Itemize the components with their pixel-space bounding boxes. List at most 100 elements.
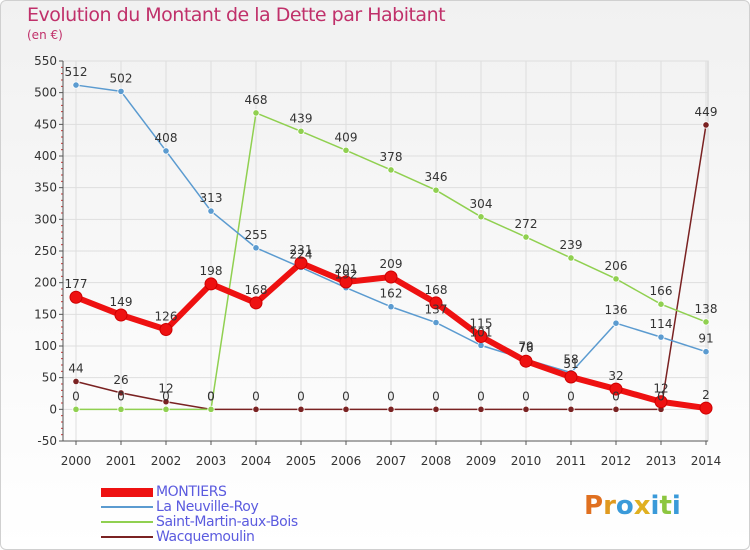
- data-point-saint-martin-aux-bois: [567, 254, 575, 262]
- data-label: 409: [335, 130, 358, 144]
- data-label: 91: [698, 332, 713, 346]
- data-point-saint-martin-aux-bois: [612, 275, 620, 283]
- data-label: 512: [65, 65, 88, 79]
- data-label: 168: [245, 283, 268, 297]
- data-label: 79: [518, 339, 533, 353]
- chart-subtitle: (en €): [27, 28, 63, 42]
- y-tick-label: 150: [34, 307, 57, 321]
- logo-letter: i: [671, 491, 681, 521]
- x-tick-label: 2011: [556, 454, 587, 468]
- data-label: 0: [342, 389, 350, 403]
- legend-label-montiers: MONTIERS: [156, 484, 227, 500]
- data-label: 168: [425, 283, 448, 297]
- data-label: 115: [470, 317, 493, 331]
- data-label: 502: [110, 71, 133, 85]
- data-point-montiers: [204, 277, 218, 291]
- data-label: 439: [290, 111, 313, 125]
- data-point-saint-martin-aux-bois: [162, 405, 170, 413]
- x-tick-label: 2009: [466, 454, 497, 468]
- data-point-montiers: [159, 323, 173, 337]
- data-label: 76: [518, 341, 533, 355]
- x-tick-label: 2006: [331, 454, 362, 468]
- data-label: 51: [563, 357, 578, 371]
- data-label: 137: [425, 303, 448, 317]
- data-point-saint-martin-aux-bois: [702, 318, 710, 326]
- data-label: 468: [245, 93, 268, 107]
- data-label: 126: [155, 310, 178, 324]
- x-tick-label: 2010: [511, 454, 542, 468]
- x-tick-label: 2012: [601, 454, 632, 468]
- data-point-wacquemoulin: [387, 405, 395, 413]
- data-point-la-neuville-roy: [612, 319, 620, 327]
- data-point-saint-martin-aux-bois: [432, 186, 440, 194]
- data-point-montiers: [339, 275, 353, 289]
- logo-letter: x: [633, 491, 651, 521]
- data-point-la-neuville-roy: [252, 244, 260, 252]
- data-label: 209: [380, 257, 403, 271]
- data-point-saint-martin-aux-bois: [477, 213, 485, 221]
- data-label: 58: [563, 353, 578, 367]
- legend-label-saint-martin-aux-bois: Saint-Martin-aux-Bois: [156, 514, 298, 530]
- data-point-wacquemoulin: [567, 405, 575, 413]
- data-point-saint-martin-aux-bois: [522, 233, 530, 241]
- data-point-montiers: [699, 401, 713, 415]
- data-label: 0: [387, 389, 395, 403]
- data-label: 26: [113, 373, 128, 387]
- data-label: 224: [290, 247, 313, 261]
- chart-title: Evolution du Montant de la Dette par Hab…: [27, 4, 446, 26]
- data-point-saint-martin-aux-bois: [252, 109, 260, 117]
- data-point-saint-martin-aux-bois: [72, 405, 80, 413]
- data-label: 0: [612, 389, 620, 403]
- data-point-montiers: [654, 395, 668, 409]
- data-point-wacquemoulin: [477, 405, 485, 413]
- data-point-saint-martin-aux-bois: [297, 127, 305, 135]
- data-label: 32: [608, 369, 623, 383]
- data-point-montiers: [249, 296, 263, 310]
- data-label: 136: [605, 303, 628, 317]
- data-point-la-neuville-roy: [207, 207, 215, 215]
- data-point-wacquemoulin: [612, 405, 620, 413]
- legend-swatch-wacquemoulin: [101, 536, 153, 538]
- x-tick-label: 2002: [151, 454, 182, 468]
- legend-swatch-montiers: [101, 488, 153, 497]
- data-point-la-neuville-roy: [387, 303, 395, 311]
- data-point-la-neuville-roy: [657, 333, 665, 341]
- data-label: 2: [702, 388, 710, 402]
- data-point-saint-martin-aux-bois: [117, 405, 125, 413]
- data-point-montiers: [114, 308, 128, 322]
- data-point-la-neuville-roy: [702, 348, 710, 356]
- data-label: 12: [653, 382, 668, 396]
- data-point-wacquemoulin: [702, 121, 710, 129]
- y-tick-label: 400: [34, 149, 57, 163]
- y-tick-label: 50: [42, 371, 57, 385]
- data-label: 138: [695, 302, 718, 316]
- data-label: 206: [605, 259, 628, 273]
- data-point-saint-martin-aux-bois: [342, 146, 350, 154]
- logo-letter: t: [659, 491, 672, 521]
- data-point-wacquemoulin: [72, 377, 80, 386]
- data-label: 166: [650, 284, 673, 298]
- data-point-wacquemoulin: [162, 398, 170, 406]
- y-tick-label: 0: [49, 402, 57, 416]
- data-point-saint-martin-aux-bois: [207, 405, 215, 413]
- legend-swatch-saint-martin-aux-bois: [101, 521, 153, 523]
- data-label: 114: [650, 317, 673, 331]
- x-tick-label: 2000: [61, 454, 92, 468]
- data-point-montiers: [384, 270, 398, 284]
- data-point-wacquemoulin: [432, 405, 440, 413]
- data-label: 313: [200, 191, 223, 205]
- data-point-montiers: [609, 382, 623, 396]
- data-label: 0: [657, 389, 665, 403]
- data-point-wacquemoulin: [522, 405, 530, 413]
- data-point-wacquemoulin: [252, 405, 260, 413]
- x-tick-label: 2001: [106, 454, 137, 468]
- data-label: 0: [297, 389, 305, 403]
- data-label: 177: [65, 277, 88, 291]
- data-label: 0: [477, 389, 485, 403]
- y-tick-label: 500: [34, 86, 57, 100]
- data-label: 304: [470, 197, 493, 211]
- data-label: 272: [515, 217, 538, 231]
- y-tick-label: 350: [34, 181, 57, 195]
